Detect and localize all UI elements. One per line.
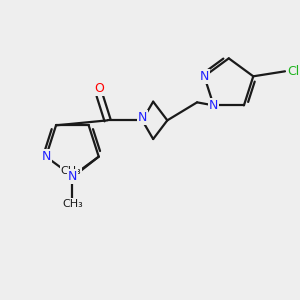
Text: O: O: [95, 82, 105, 95]
Text: N: N: [138, 111, 147, 124]
Text: N: N: [41, 150, 51, 163]
Text: N: N: [68, 169, 77, 182]
Text: N: N: [209, 99, 218, 112]
Text: CH₃: CH₃: [61, 166, 81, 176]
Text: CH₃: CH₃: [62, 199, 83, 209]
Text: Cl: Cl: [287, 65, 299, 78]
Text: N: N: [200, 70, 209, 83]
